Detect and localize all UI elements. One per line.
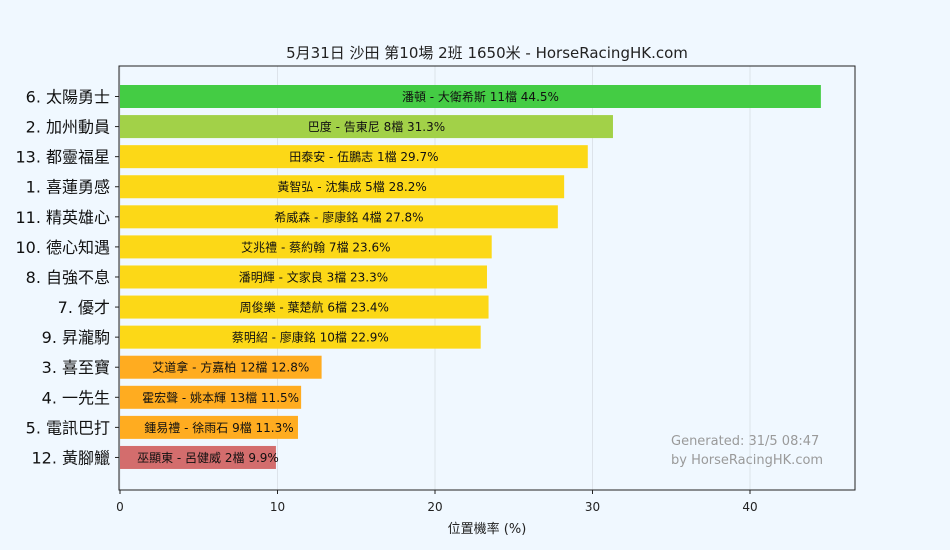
x-axis-title: 位置機率 (%)	[448, 521, 527, 537]
y-tick-label-8: 7. 優才	[58, 298, 110, 317]
y-tick-label-11: 4. 一先生	[42, 388, 110, 407]
plot-frame	[118, 65, 856, 491]
bar-7	[120, 265, 487, 289]
bar-label-4: 黃智弘 - 沈集成 5檔 28.2%	[277, 179, 426, 194]
bar-label-3: 田泰安 - 伍鵬志 1檔 29.7%	[289, 149, 438, 164]
x-axis-ticks: 0 10 20 30 40	[116, 490, 758, 514]
bar-label-12: 鍾易禮 - 徐雨石 9檔 11.3%	[144, 420, 293, 435]
bars	[120, 85, 821, 469]
bar-label-2: 巴度 - 告東尼 8檔 31.3%	[308, 119, 445, 134]
y-tick-label-2: 2. 加州動員	[26, 118, 110, 137]
bar-2	[120, 115, 613, 139]
bar-6	[120, 235, 492, 259]
bar-9	[120, 325, 481, 349]
chart-title: 5月31日 沙田 第10場 2班 1650米 - HorseRacingHK.c…	[286, 44, 688, 62]
y-tick-label-7: 8. 自強不息	[26, 268, 110, 287]
bar-label-11: 霍宏聲 - 姚本輝 13檔 11.5%	[142, 390, 299, 405]
x-tick-label-0: 0	[116, 500, 124, 514]
bar-label-13: 巫顯東 - 呂健威 2檔 9.9%	[137, 451, 279, 465]
bar-4	[120, 175, 565, 199]
bar-10	[120, 355, 322, 379]
y-tick-label-9: 9. 昇瀧駒	[42, 328, 110, 347]
x-tick-label-1: 10	[270, 500, 285, 514]
x-tick-label-3: 30	[585, 500, 600, 514]
bar-1	[120, 85, 821, 108]
y-tick-label-1: 6. 太陽勇士	[26, 88, 110, 107]
bar-label-7: 潘明輝 - 文家良 3檔 23.3%	[239, 269, 388, 284]
bar-labels: 潘頓 - 大衛希斯 11檔 44.5% 巴度 - 告東尼 8檔 31.3% 田泰安 …	[137, 89, 559, 465]
bar-label-1: 潘頓 - 大衛希斯 11檔 44.5%	[402, 89, 559, 104]
x-tick-label-4: 40	[742, 500, 757, 514]
bar-label-5: 希威森 - 廖康銘 4檔 27.8%	[274, 209, 423, 224]
bar-label-10: 艾道拿 - 方嘉柏 12檔 12.8%	[152, 360, 309, 375]
y-tick-label-4: 1. 喜蓮勇感	[26, 178, 110, 197]
y-tick-label-10: 3. 喜至寶	[42, 358, 110, 377]
bar-label-6: 艾兆禮 - 蔡約翰 7檔 23.6%	[241, 239, 390, 254]
x-tick-label-2: 20	[427, 500, 442, 514]
bar-12	[120, 415, 298, 439]
bar-label-8: 周俊樂 - 葉楚航 6檔 23.4%	[240, 300, 389, 315]
y-tick-label-5: 11. 精英雄心	[15, 208, 110, 227]
y-tick-label-13: 12. 黃腳鱲	[31, 448, 110, 467]
bar-8	[120, 295, 489, 319]
watermark-generated: Generated: 31/5 08:47	[671, 434, 819, 449]
watermark-site: by HorseRacingHK.com	[671, 453, 823, 468]
bar-label-9: 蔡明紹 - 廖康銘 10檔 22.9%	[232, 330, 389, 345]
y-axis-labels: 6. 太陽勇士 2. 加州動員 13. 都靈福星 1. 喜蓮勇感 11. 精英雄心 10.…	[15, 88, 119, 467]
bar-5	[120, 205, 558, 229]
bar-3	[120, 145, 588, 169]
bar-13	[120, 445, 276, 469]
bar-11	[120, 385, 302, 409]
y-tick-label-3: 13. 都靈福星	[15, 148, 110, 167]
y-tick-label-12: 5. 電訊巴打	[26, 418, 110, 437]
y-tick-label-6: 10. 德心知遇	[15, 238, 110, 257]
